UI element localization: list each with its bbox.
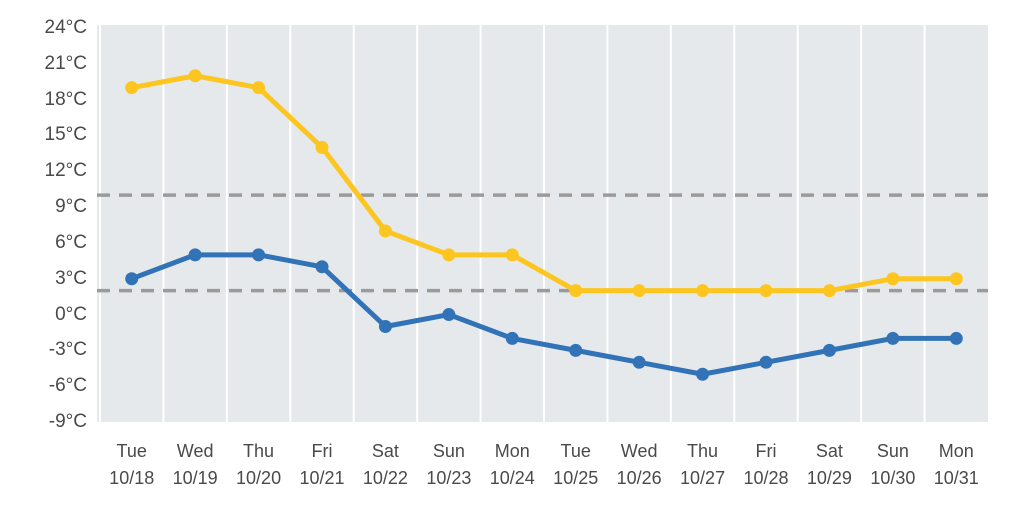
y-tick-label: 12°C: [44, 160, 87, 182]
x-tick-day: Fri: [755, 441, 777, 461]
data-point-high-temperature: [442, 248, 456, 262]
x-tick-date: 10/20: [236, 468, 282, 488]
y-tick-label: -3°C: [48, 339, 87, 361]
x-tick-day: Mon: [938, 441, 974, 461]
x-tick-date: 10/24: [489, 468, 535, 488]
data-point-low-temperature: [125, 272, 139, 286]
x-tick-date: 10/25: [553, 468, 599, 488]
data-point-high-temperature: [569, 284, 583, 298]
data-point-high-temperature: [505, 248, 519, 262]
x-tick-day: Thu: [687, 441, 719, 461]
y-tick-label: 24°C: [44, 16, 87, 38]
x-tick-day: Sat: [371, 441, 399, 461]
x-tick-label: Sat 10/22: [363, 438, 408, 492]
y-tick-label: 9°C: [55, 196, 87, 218]
y-tick-label: -9°C: [48, 411, 87, 432]
x-tick-day: Tue: [116, 441, 147, 461]
data-point-high-temperature: [188, 69, 202, 83]
x-tick-date: 10/31: [933, 468, 979, 488]
x-tick-label: Mon 10/24: [490, 438, 535, 492]
data-point-low-temperature: [188, 248, 202, 262]
data-point-low-temperature: [442, 308, 456, 322]
x-tick-label: Wed 10/19: [173, 438, 218, 492]
x-tick-label: Fri 10/21: [299, 438, 344, 492]
data-point-low-temperature: [378, 319, 392, 333]
x-tick-day: Mon: [494, 441, 530, 461]
data-point-high-temperature: [696, 284, 710, 298]
x-tick-day: Sat: [815, 441, 843, 461]
y-tick-label: 3°C: [55, 267, 87, 289]
data-point-low-temperature: [252, 248, 266, 262]
x-tick-label: Sat 10/29: [807, 438, 852, 492]
x-tick-label: Fri 10/28: [743, 438, 788, 492]
plot-area: [97, 25, 988, 422]
x-tick-day: Sun: [432, 441, 465, 461]
x-tick-date: 10/18: [109, 468, 155, 488]
data-point-high-temperature: [632, 284, 646, 298]
data-point-low-temperature: [632, 355, 646, 369]
x-tick-date: 10/23: [426, 468, 472, 488]
x-tick-label: Sun 10/23: [426, 438, 471, 492]
x-tick-label: Tue 10/18: [109, 438, 154, 492]
x-tick-day: Wed: [176, 441, 214, 461]
x-tick-label: Tue 10/25: [553, 438, 598, 492]
data-point-low-temperature: [505, 331, 519, 345]
data-point-high-temperature: [315, 140, 329, 154]
y-tick-label: 21°C: [44, 52, 87, 74]
series-line-high-temperature: [129, 73, 959, 294]
data-point-high-temperature: [378, 224, 392, 238]
y-tick-label: -6°C: [48, 375, 87, 397]
series-line-low-temperature: [129, 252, 959, 377]
x-tick-date: 10/26: [616, 468, 662, 488]
x-tick-label: Thu 10/27: [680, 438, 725, 492]
y-axis: 24°C 21°C 18°C 15°C 12°C 9°C 6°C 3°C 0°C -3°C -6°C…: [0, 0, 87, 510]
x-tick-day: Sun: [876, 441, 909, 461]
data-point-high-temperature: [886, 272, 900, 286]
x-tick-day: Tue: [560, 441, 591, 461]
x-tick-date: 10/22: [362, 468, 408, 488]
data-point-low-temperature: [696, 367, 710, 381]
data-point-high-temperature: [125, 81, 139, 95]
y-tick-label: 15°C: [44, 124, 87, 146]
x-tick-label: Thu 10/20: [236, 438, 281, 492]
x-tick-date: 10/21: [299, 468, 345, 488]
data-point-low-temperature: [315, 260, 329, 274]
y-tick-label: 0°C: [55, 303, 87, 325]
chart-canvas: [97, 25, 988, 422]
data-point-high-temperature: [822, 284, 836, 298]
data-point-low-temperature: [886, 331, 900, 345]
x-tick-date: 10/29: [806, 468, 852, 488]
y-tick-label: 18°C: [44, 88, 87, 110]
x-tick-date: 10/28: [743, 468, 789, 488]
x-tick-label: Mon 10/31: [934, 438, 979, 492]
data-point-high-temperature: [252, 81, 266, 95]
x-tick-label: Sun 10/30: [870, 438, 915, 492]
x-tick-day: Wed: [620, 441, 658, 461]
data-point-low-temperature: [949, 331, 963, 345]
x-tick-day: Thu: [243, 441, 275, 461]
x-tick-date: 10/30: [870, 468, 916, 488]
data-point-low-temperature: [822, 343, 836, 357]
x-tick-label: Wed 10/26: [617, 438, 662, 492]
x-tick-day: Fri: [311, 441, 333, 461]
data-point-high-temperature: [759, 284, 773, 298]
x-tick-date: 10/19: [172, 468, 218, 488]
data-point-low-temperature: [569, 343, 583, 357]
data-point-low-temperature: [759, 355, 773, 369]
data-point-high-temperature: [949, 272, 963, 286]
x-tick-date: 10/27: [680, 468, 726, 488]
y-tick-label: 6°C: [55, 231, 87, 253]
